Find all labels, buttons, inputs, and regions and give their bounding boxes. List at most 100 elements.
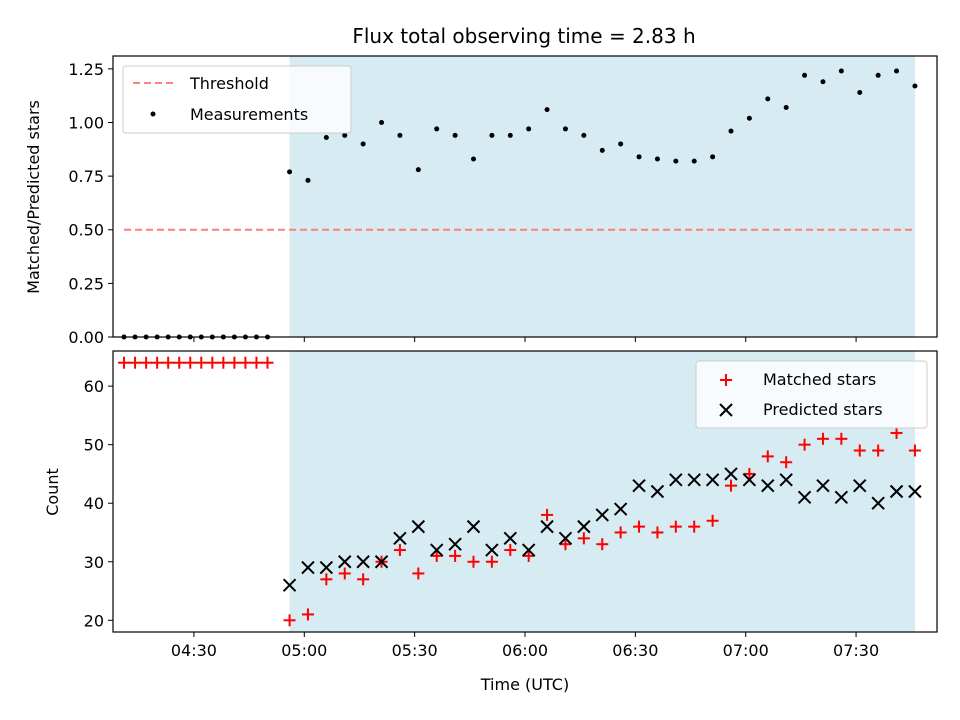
predicted-star-point	[650, 484, 665, 499]
ratio-y-tick-label: 0.25	[68, 274, 104, 293]
matched-star-point	[853, 444, 866, 457]
matched-star-point	[485, 555, 498, 568]
matched-star-point	[228, 356, 241, 369]
matched-star-point	[151, 356, 164, 369]
measurement-point	[526, 126, 532, 132]
matched-star-point	[596, 538, 609, 551]
measurement-point	[673, 158, 679, 164]
matched-star-point	[651, 526, 664, 539]
measurement-point	[471, 156, 476, 162]
measurement-point	[691, 158, 697, 164]
measurement-point	[287, 169, 293, 175]
matched-star-point	[669, 520, 682, 533]
measurements-legend-swatch	[150, 111, 156, 117]
matched-star-point	[430, 549, 443, 562]
predicted-legend-swatch	[719, 403, 733, 417]
measurement-point	[894, 68, 900, 74]
predicted-star-point	[724, 467, 738, 481]
predicted-star-point	[540, 519, 554, 534]
predicted-star-point	[393, 531, 407, 546]
predicted-star-point	[871, 496, 885, 510]
matched-star-point	[908, 444, 921, 457]
matched-star-point	[173, 356, 186, 369]
predicted-star-point	[466, 519, 481, 534]
count-y-axis-label: Count	[43, 468, 62, 516]
predicted-star-point	[356, 555, 370, 569]
predicted-star-point	[448, 537, 462, 551]
measurement-point	[618, 141, 624, 147]
predicted-star-point	[779, 473, 793, 487]
measurement-point	[599, 147, 605, 153]
predicted-star-point	[761, 478, 775, 493]
matched-star-point	[393, 544, 406, 557]
predicted-legend-label: Predicted stars	[763, 400, 883, 419]
predicted-star-point	[632, 478, 646, 493]
predicted-star-point	[853, 478, 867, 493]
threshold-legend-label: Threshold	[189, 74, 269, 93]
count-legend: Matched stars Predicted stars	[695, 360, 928, 429]
count-legend-box	[695, 360, 928, 429]
predicted-star-point	[485, 543, 499, 557]
predicted-star-point	[908, 484, 922, 499]
matched-star-point	[504, 544, 517, 557]
matched-star-point	[195, 356, 208, 369]
matched-star-point	[206, 356, 219, 369]
matched-star-point	[357, 573, 370, 586]
ratio-y-tick-label: 0.00	[68, 328, 104, 347]
measurement-point	[305, 177, 311, 183]
matched-star-point	[798, 438, 811, 451]
predicted-star-point	[816, 478, 830, 493]
predicted-star-point	[430, 543, 444, 557]
measurement-point	[562, 126, 568, 132]
matched-star-point	[239, 356, 252, 369]
count-x-tick-label: 05:30	[392, 641, 438, 660]
count-panel: 20 30 40 50 60 04:30 05:00 05:30 06:00 06:30 07:00…	[43, 350, 938, 694]
matched-legend-swatch	[720, 374, 732, 386]
count-x-tick-label: 07:30	[833, 641, 879, 660]
matched-star-point	[283, 614, 296, 627]
matched-star-point	[835, 432, 848, 445]
matched-star-point	[162, 356, 175, 369]
predicted-star-point	[521, 543, 536, 557]
matched-legend-label: Matched stars	[763, 370, 876, 389]
ratio-panel: 0.00 0.25 0.50 0.75 1.00 1.25 Matched/Predict…	[24, 55, 938, 347]
predicted-star-point	[742, 473, 757, 487]
predicted-star-point	[503, 531, 517, 546]
matched-star-point	[890, 426, 903, 439]
matched-star-point	[743, 467, 756, 480]
ratio-y-tick-label: 0.50	[68, 221, 104, 240]
measurement-point	[342, 132, 348, 138]
count-x-tick-label: 07:00	[723, 641, 769, 660]
count-y-tick-label: 40	[84, 494, 104, 513]
ratio-legend: Threshold Measurements	[122, 65, 352, 134]
measurement-point	[397, 132, 403, 138]
count-y-tick-label: 60	[84, 377, 104, 396]
predicted-star-point	[577, 519, 591, 534]
measurement-point	[838, 68, 844, 74]
measurement-point	[544, 107, 550, 113]
measurement-point	[802, 72, 808, 78]
matched-star-point	[688, 520, 701, 533]
count-y-tick-label: 50	[84, 436, 104, 455]
count-x-tick-label: 06:30	[612, 641, 658, 660]
measurement-point	[507, 132, 513, 138]
measurement-point	[728, 128, 734, 134]
predicted-star-point	[595, 508, 609, 522]
matched-star-point	[449, 549, 462, 562]
matched-star-point	[129, 356, 142, 369]
measurement-point	[746, 115, 752, 121]
matched-star-point	[614, 526, 627, 539]
measurement-point	[783, 104, 789, 110]
measurement-point	[452, 132, 458, 138]
matched-star-point	[320, 573, 333, 586]
predicted-star-point	[374, 555, 389, 569]
matched-star-point	[706, 514, 719, 527]
predicted-star-point	[319, 560, 334, 575]
measurement-point	[581, 132, 587, 138]
count-x-tick-label: 04:30	[171, 641, 217, 660]
matched-star-point	[522, 549, 535, 562]
measurement-point	[765, 96, 771, 102]
measurement-point	[379, 119, 385, 125]
predicted-star-point	[889, 484, 904, 499]
